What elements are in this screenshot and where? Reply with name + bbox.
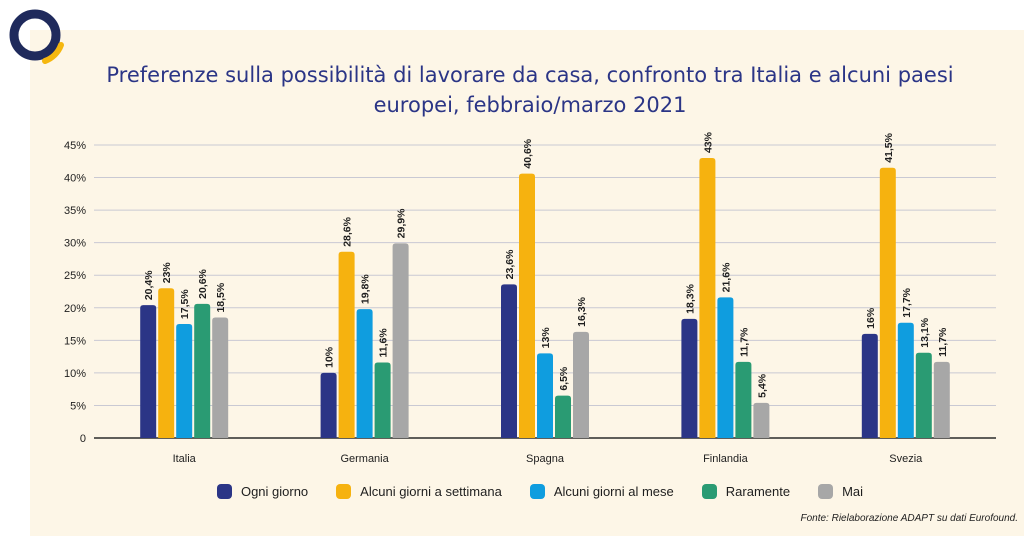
bar [537,353,553,438]
chart-title-line-1: Preferenze sulla possibilità di lavorare… [106,63,954,87]
bar [735,361,752,438]
data-label: 41,5% [883,132,895,162]
legend-item: Ogni giorno [216,483,309,499]
x-tick-label: Spagna [526,453,565,465]
bar [861,333,878,438]
bar [915,352,932,438]
legend-swatch [529,483,545,499]
data-label: 21,6% [720,262,732,292]
bar [320,372,337,438]
circle-ring-logo-icon [9,9,64,64]
y-tick-label: 5% [70,400,86,412]
data-label: 17,5% [179,289,191,319]
legend-label: Mai [842,483,864,499]
data-label: 13% [540,327,552,349]
data-label: 23% [161,262,173,284]
bar [573,331,589,438]
data-label: 16,3% [576,296,588,326]
data-label: 11,7% [738,327,750,357]
y-tick-label: 15% [64,335,86,347]
bar [158,288,175,438]
bar [681,318,698,438]
y-tick-label: 40% [64,173,86,185]
bar [176,324,193,438]
data-label: 18,5% [215,282,227,312]
x-tick-label: Finlandia [703,453,749,465]
x-tick-label: Italia [173,453,197,465]
bar [392,243,409,438]
bar [194,303,211,438]
bar [338,251,355,438]
data-label: 40,6% [522,138,534,168]
bar [897,322,914,438]
data-label: 18,3% [684,283,696,313]
data-label: 6,5% [558,366,570,391]
legend-item: Raramente [701,483,791,499]
data-label: 10% [324,346,336,368]
y-tick-label: 20% [64,303,86,315]
legend-swatch [336,483,352,499]
bar [555,395,571,438]
legend-label: Raramente [725,483,791,499]
chart-legend: Ogni giorno Alcuni giorni a settimana Alcu… [180,480,900,502]
legend-swatch [216,483,232,499]
bar [717,297,734,438]
x-tick-label: Svezia [889,453,923,465]
data-label: 20,4% [143,270,155,300]
y-tick-label: 30% [64,238,86,250]
data-label: 11,7% [937,327,949,357]
legend-swatch [818,483,834,499]
legend-item: Alcuni giorni al mese [529,483,674,499]
bar [212,317,229,438]
legend-swatch [701,483,717,499]
chart-title: Preferenze sulla possibilità di lavorare… [90,60,970,120]
data-label: 19,8% [360,274,372,304]
bar [753,402,770,438]
bar [933,361,950,438]
bar [374,362,391,438]
legend-label: Ogni giorno [240,483,309,499]
chart-title-line-2: europei, febbraio/marzo 2021 [373,93,687,117]
data-label: 16% [865,307,877,329]
bar [699,158,716,438]
data-label: 43% [702,131,714,153]
y-tick-label: 35% [64,205,86,217]
bar [501,284,517,438]
bar [140,305,157,438]
y-tick-label: 0 [80,433,86,445]
data-label: 23,6% [504,249,516,279]
data-label: 20,6% [197,268,209,298]
data-label: 5,4% [756,373,768,398]
bar [519,173,535,438]
y-tick-label: 45% [64,140,86,152]
data-label: 17,7% [901,287,913,317]
y-tick-label: 10% [64,368,86,380]
legend-item: Mai [818,483,864,499]
data-label: 28,6% [342,216,354,246]
legend-item: Alcuni giorni a settimana [336,483,502,499]
legend-label: Alcuni giorni al mese [553,483,674,499]
y-tick-label: 25% [64,270,86,282]
data-label: 29,9% [396,208,408,238]
bar [356,309,373,438]
bar [879,167,896,439]
source-note: Fonte: Rielaborazione ADAPT su dati Euro… [800,513,1018,524]
data-label: 11,6% [378,328,390,358]
x-tick-label: Germania [340,453,389,465]
data-label: 13,1% [919,317,931,347]
legend-label: Alcuni giorni a settimana [360,483,502,499]
